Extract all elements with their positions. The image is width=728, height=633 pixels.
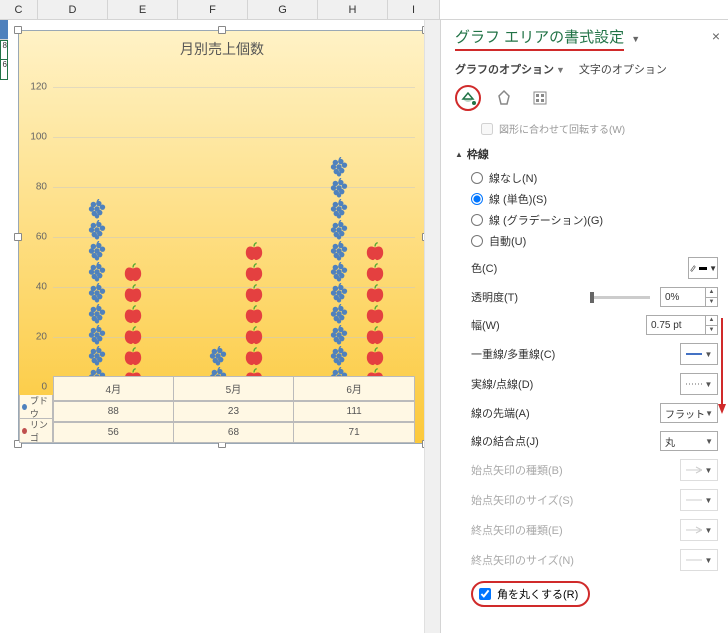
resize-handle[interactable] <box>14 26 22 34</box>
column-header[interactable]: C <box>0 0 38 19</box>
arrow-begin-size-label: 始点矢印のサイズ(S) <box>471 492 680 508</box>
color-label: 色(C) <box>471 260 688 276</box>
data-table-cell: 88 <box>53 401 174 422</box>
column-header[interactable]: G <box>248 0 318 19</box>
round-corners-label: 角を丸くする(R) <box>497 586 578 602</box>
vertical-scrollbar[interactable] <box>424 20 440 633</box>
legend-item[interactable]: リンゴ <box>19 419 53 443</box>
compound-label: 一重線/多重線(C) <box>471 346 680 362</box>
radio-line-auto[interactable] <box>471 235 483 247</box>
size-properties-icon[interactable] <box>527 85 553 111</box>
arrow-end-size-label: 終点矢印のサイズ(N) <box>471 552 680 568</box>
join-dropdown[interactable]: 丸▼ <box>660 431 718 451</box>
x-axis-label: 6月 <box>294 376 415 401</box>
data-stack[interactable] <box>83 198 111 387</box>
resize-handle[interactable] <box>218 26 226 34</box>
chart-area[interactable]: 月別売上個数 020406080100120 ブドウリンゴ 4月5月6月8823… <box>18 30 426 444</box>
close-icon[interactable]: × <box>712 28 720 44</box>
data-table-cell: 23 <box>174 401 295 422</box>
data-table-cell: 68 <box>174 422 295 443</box>
y-axis-tick-label: 20 <box>23 332 47 343</box>
pane-title: グラフ エリアの書式設定 <box>455 26 624 51</box>
cap-dropdown[interactable]: フラット▼ <box>660 403 718 423</box>
dash-dropdown[interactable]: ▼ <box>680 373 718 395</box>
x-axis-label: 5月 <box>174 376 295 401</box>
y-axis-tick-label: 120 <box>23 82 47 93</box>
rotate-with-shape-label: 図形に合わせて回転する(W) <box>499 121 625 136</box>
compound-dropdown[interactable]: ▼ <box>680 343 718 365</box>
join-label: 線の結合点(J) <box>471 433 660 449</box>
arrow-end-type-dropdown: ▼ <box>680 519 718 541</box>
arrow-begin-type-dropdown: ▼ <box>680 459 718 481</box>
cap-label: 線の先端(A) <box>471 405 660 421</box>
column-header[interactable]: E <box>108 0 178 19</box>
tab-text-options[interactable]: 文字のオプション <box>579 61 667 77</box>
data-table-cell: 111 <box>294 401 415 422</box>
arrow-begin-type-label: 始点矢印の種類(B) <box>471 462 680 478</box>
border-section-toggle[interactable]: ▲枠線 <box>455 146 718 162</box>
resize-handle[interactable] <box>14 233 22 241</box>
effects-icon[interactable] <box>491 85 517 111</box>
chart-title[interactable]: 月別売上個数 <box>19 31 425 63</box>
arrow-begin-size-dropdown: ▼ <box>680 489 718 511</box>
transparency-input[interactable]: 0%▲▼ <box>660 287 718 307</box>
arrow-end-size-dropdown: ▼ <box>680 549 718 571</box>
width-input[interactable]: 0.75 pt▲▼ <box>646 315 718 335</box>
column-header[interactable]: I <box>388 0 440 19</box>
radio-line-solid[interactable] <box>471 193 483 205</box>
color-picker[interactable]: ▼ <box>688 257 718 279</box>
transparency-slider[interactable] <box>590 296 650 299</box>
y-axis-tick-label: 80 <box>23 182 47 193</box>
transparency-label: 透明度(T) <box>471 289 590 305</box>
round-corners-row[interactable]: 角を丸くする(R) <box>471 581 590 607</box>
y-axis-tick-label: 100 <box>23 132 47 143</box>
column-header[interactable]: D <box>38 0 108 19</box>
width-label: 幅(W) <box>471 317 646 333</box>
y-axis-tick-label: 60 <box>23 232 47 243</box>
data-table-cell: 56 <box>53 422 174 443</box>
data-stack[interactable] <box>325 156 353 387</box>
radio-line-none[interactable] <box>471 172 483 184</box>
data-stack[interactable] <box>119 261 147 387</box>
x-axis-label: 4月 <box>53 376 174 401</box>
arrow-end-type-label: 終点矢印の種類(E) <box>471 522 680 538</box>
legend-item[interactable]: ブドウ <box>19 395 53 419</box>
column-header[interactable]: H <box>318 0 388 19</box>
fill-line-icon[interactable] <box>455 85 481 111</box>
dash-label: 実線/点線(D) <box>471 376 680 392</box>
data-stack[interactable] <box>240 240 268 387</box>
y-axis-tick-label: 40 <box>23 282 47 293</box>
data-stack[interactable] <box>361 240 389 387</box>
column-header[interactable]: F <box>178 0 248 19</box>
radio-line-gradient[interactable] <box>471 214 483 226</box>
round-corners-checkbox[interactable] <box>479 588 491 600</box>
tab-graph-options[interactable]: グラフのオプション▼ <box>455 61 565 77</box>
rotate-with-shape-checkbox <box>481 123 493 135</box>
data-table-cell: 71 <box>294 422 415 443</box>
